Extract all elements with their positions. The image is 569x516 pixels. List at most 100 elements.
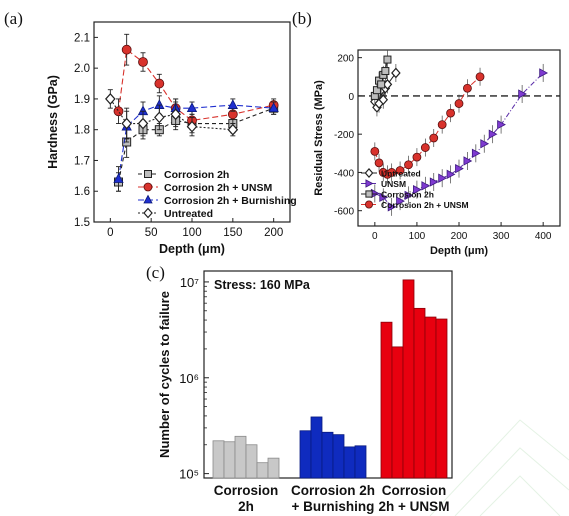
x-axis-title: Depth (μm) — [430, 245, 488, 257]
x-tick-label: 150 — [223, 227, 242, 239]
legend-marker — [365, 179, 374, 188]
stress-annotation: Stress: 160 MPa — [214, 278, 311, 292]
legend-label: Corrosion 2h — [381, 190, 434, 200]
legend-marker — [364, 200, 373, 209]
bar — [256, 462, 269, 479]
panel-b-plot: 0 100 200 300 400 200 0 -200 -400 -600 Depth (μm) R… — [313, 49, 561, 257]
data-point — [370, 146, 380, 156]
legend-label: Corrosion 2h + UNSM — [164, 182, 272, 194]
y-tick-label: 0 — [348, 92, 354, 103]
data-point — [121, 44, 132, 55]
data-point — [475, 72, 485, 82]
bar — [212, 440, 225, 479]
legend-label: UNSM — [381, 179, 406, 189]
data-point — [379, 192, 389, 202]
x-tick-label: 300 — [493, 231, 510, 242]
data-point — [463, 156, 473, 166]
data-point — [113, 173, 124, 183]
data-point — [420, 143, 430, 152]
x-tick-label: 100 — [409, 231, 426, 242]
data-point — [412, 152, 422, 162]
data-point — [154, 78, 165, 89]
x-tick-label: 400 — [535, 231, 552, 242]
y-tick-label: 1.8 — [74, 125, 90, 137]
panel-a-label: (a) — [4, 9, 23, 28]
y-axis-title: Number of cycles to failure — [157, 291, 172, 458]
group-label: 2h — [238, 499, 254, 514]
data-point — [404, 190, 414, 201]
x-tick-label: 0 — [107, 227, 113, 239]
x-tick-label: 50 — [145, 227, 158, 239]
data-point — [381, 67, 390, 76]
bar — [435, 318, 448, 479]
y-tick-label: 2.0 — [74, 63, 90, 75]
data-point — [413, 184, 422, 195]
legend-marker — [143, 182, 153, 192]
bar — [321, 431, 334, 479]
data-point — [227, 99, 238, 109]
bar — [343, 446, 356, 479]
y-tick-label: 1.5 — [74, 217, 90, 229]
x-tick-label: 200 — [264, 227, 283, 239]
data-point — [437, 120, 447, 130]
group-label: 2h + UNSM — [379, 499, 450, 514]
data-point — [471, 148, 481, 158]
panel-b-label: (b) — [292, 9, 312, 28]
data-point — [227, 123, 239, 136]
data-point — [421, 181, 431, 191]
data-point — [480, 139, 490, 149]
legend-marker — [144, 170, 152, 178]
data-point — [396, 196, 405, 206]
legend-marker — [143, 207, 153, 219]
bar — [310, 416, 323, 479]
data-point — [387, 202, 397, 212]
data-point — [429, 133, 439, 143]
data-point — [518, 89, 527, 99]
x-tick-label: 200 — [451, 231, 468, 242]
data-point — [539, 68, 549, 78]
data-point — [395, 166, 405, 175]
data-point — [463, 83, 472, 93]
data-point — [137, 117, 149, 130]
panel-c-plot: 10⁵ 10⁶ 10⁷ Number of cycles to failure Stre… — [157, 270, 453, 514]
legend-marker — [365, 190, 373, 198]
bar — [424, 316, 437, 479]
y-tick-label: 10⁵ — [179, 467, 199, 482]
data-point — [121, 117, 132, 130]
y-tick-label: 1.9 — [74, 94, 90, 106]
panel-c-label: (c) — [146, 263, 165, 282]
data-point — [378, 94, 389, 106]
data-point — [186, 102, 198, 113]
data-point — [383, 55, 392, 64]
data-point — [446, 108, 455, 118]
bar — [413, 307, 426, 479]
data-point — [154, 111, 165, 124]
data-point — [455, 163, 464, 174]
background-watermark — [429, 419, 569, 516]
group-label: Corrosion — [214, 483, 279, 498]
bar — [299, 430, 312, 479]
legend-label: Corrosion 2h + Burnishing — [164, 195, 297, 207]
y-axis-title: Hardness (GPa) — [46, 75, 60, 169]
bar — [402, 279, 415, 479]
data-point — [497, 119, 506, 130]
legend-label: Corrosion 2h + UNSM — [381, 200, 469, 210]
x-tick-label: 100 — [182, 227, 201, 239]
data-point — [391, 67, 401, 79]
bar — [223, 441, 236, 479]
legend-marker — [364, 167, 374, 179]
bar — [234, 435, 247, 479]
legend-label: Corrosion 2h — [164, 169, 229, 181]
bar — [332, 434, 345, 479]
bar — [354, 445, 367, 479]
data-point — [387, 168, 397, 177]
data-point — [488, 129, 498, 139]
data-point — [377, 80, 386, 89]
y-tick-label: 200 — [337, 54, 354, 65]
bar — [245, 444, 258, 479]
bar — [267, 457, 280, 479]
data-point — [138, 57, 148, 67]
data-point — [105, 93, 116, 105]
data-point — [429, 177, 439, 187]
